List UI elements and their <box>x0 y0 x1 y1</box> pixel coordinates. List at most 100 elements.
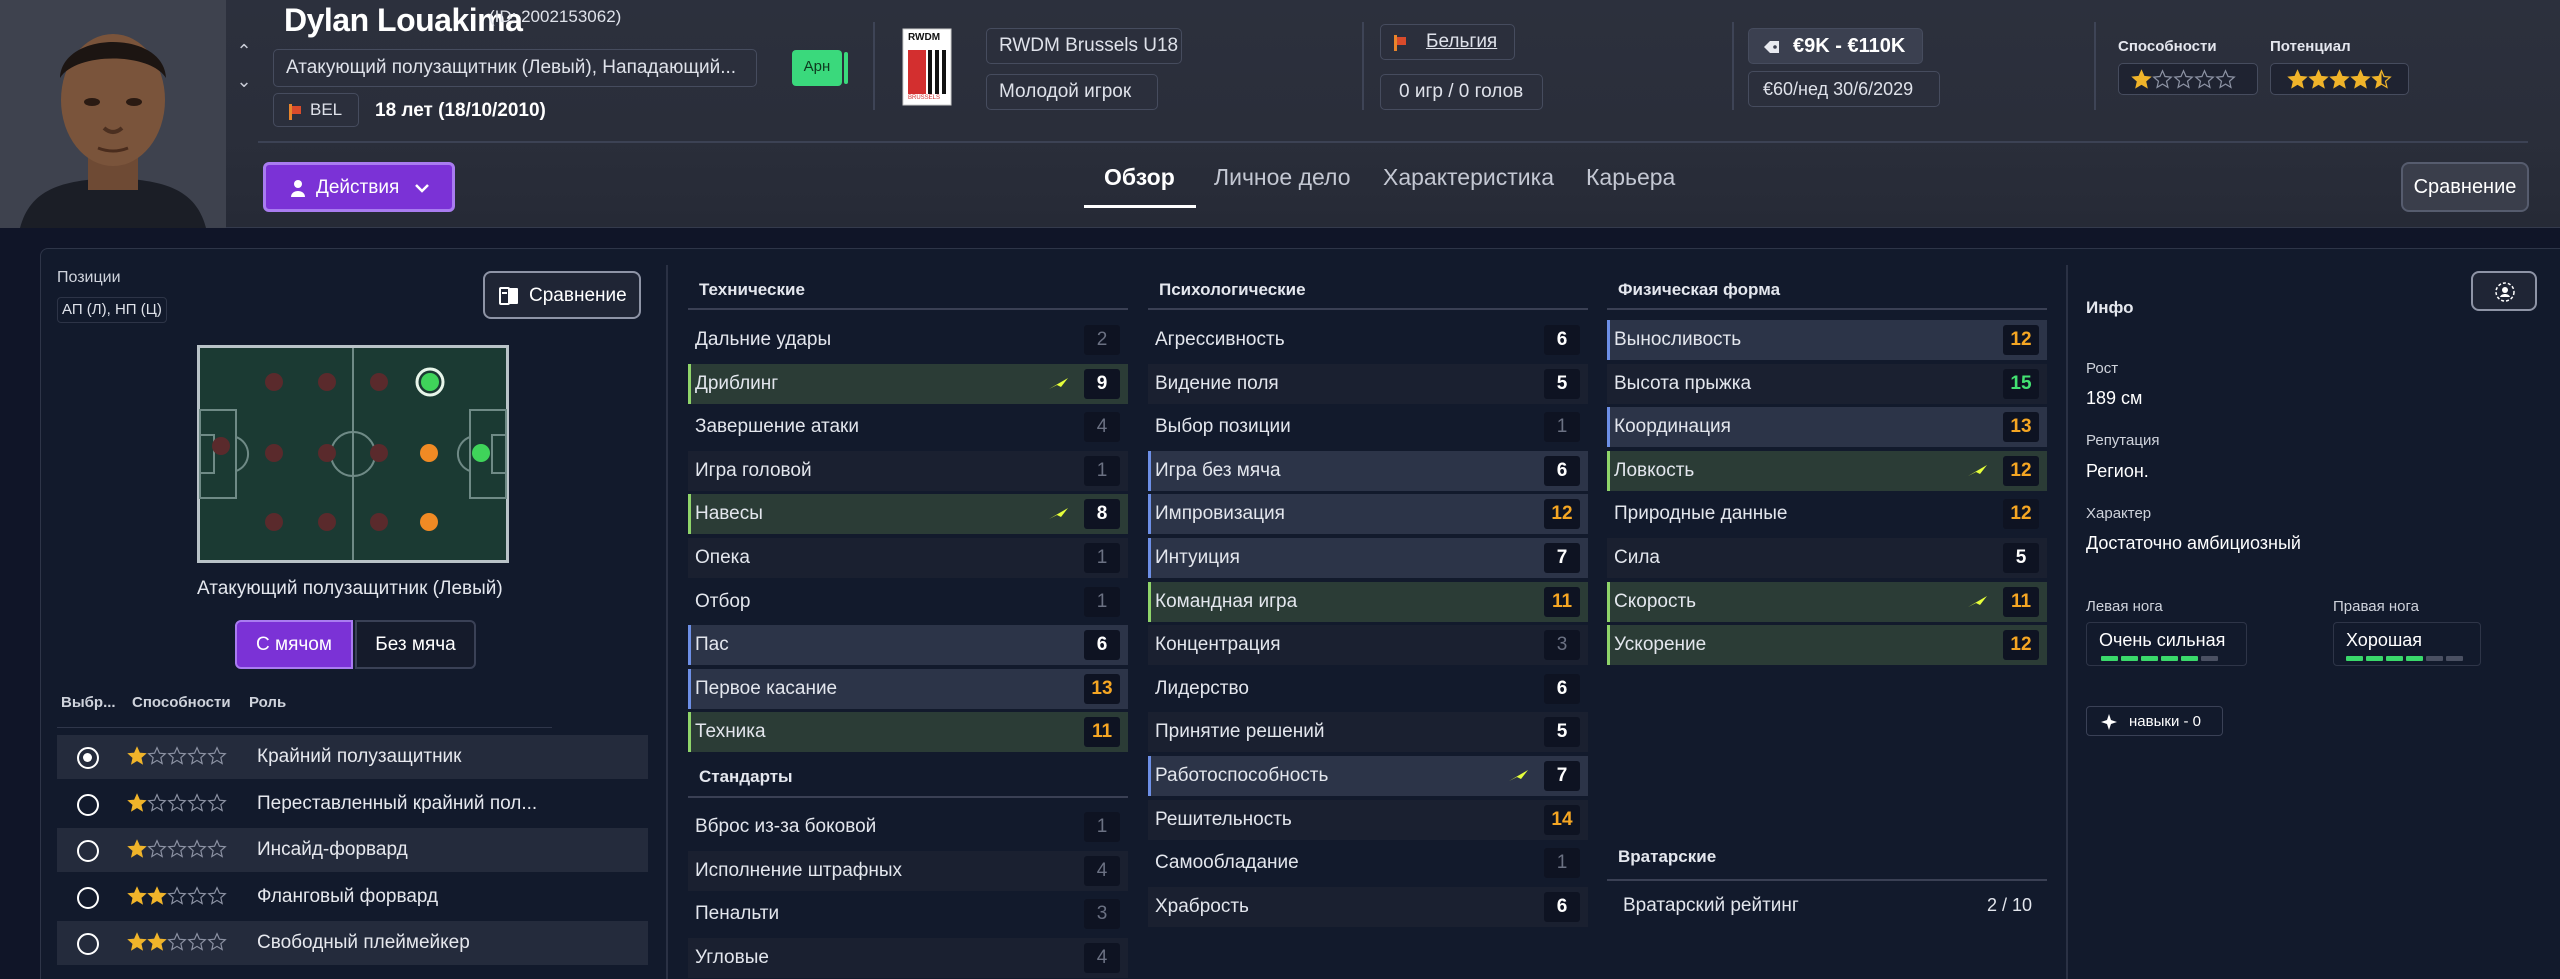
attribute-row[interactable]: Завершение атаки 4 <box>688 407 1128 447</box>
attribute-row[interactable]: Самообладание 1 <box>1148 843 1588 883</box>
tab-attributes[interactable]: Характеристика <box>1383 164 1554 190</box>
attribute-row[interactable]: Агрессивность 6 <box>1148 320 1588 360</box>
left-foot-meter <box>2101 656 2218 661</box>
potential-label: Потенциал <box>2270 38 2351 55</box>
attribute-row[interactable]: Командная игра 11 <box>1148 581 1588 622</box>
info-settings-button[interactable] <box>2471 271 2537 311</box>
foot-meter-segment <box>2346 656 2363 661</box>
role-row[interactable]: Фланговый форвард <box>57 875 648 919</box>
skills-button[interactable]: навыки - 0 <box>2086 706 2223 736</box>
nationality-badge[interactable]: BEL <box>273 93 359 127</box>
attribute-row[interactable]: Дальние удары 2 <box>688 320 1128 360</box>
compare-button[interactable]: Сравнение <box>2401 162 2529 212</box>
attribute-row[interactable]: Выбор позиции 1 <box>1148 407 1588 447</box>
attribute-name: Угловые <box>695 946 769 968</box>
attribute-row[interactable]: Пенальти 3 <box>688 894 1128 934</box>
attribute-row[interactable]: Видение поля 5 <box>1148 363 1588 404</box>
attribute-row[interactable]: Ускорение 12 <box>1607 625 2047 666</box>
attribute-value: 11 <box>1544 586 1580 617</box>
attribute-row[interactable]: Навесы 8 <box>688 494 1128 535</box>
attribute-row[interactable]: Опека 1 <box>688 538 1128 578</box>
tab-dossier[interactable]: Личное дело <box>1214 164 1351 190</box>
player-positions-field[interactable]: Атакующий полузащитник (Левый), Нападающ… <box>273 49 757 87</box>
potential-stars <box>2270 63 2409 95</box>
attribute-row[interactable]: Вброс из-за боковой 1 <box>688 807 1128 847</box>
attribute-row[interactable]: Принятие решений 5 <box>1148 712 1588 753</box>
attribute-row[interactable]: Отбор 1 <box>688 582 1128 622</box>
attribute-row[interactable]: Храбрость 6 <box>1148 886 1588 927</box>
attribute-row[interactable]: Техника 11 <box>688 712 1128 753</box>
role-row[interactable]: Свободный плеймейкер <box>57 921 648 965</box>
actions-dropdown-button[interactable]: Действия <box>263 162 455 212</box>
player-status-badge[interactable]: Арн <box>792 50 842 86</box>
attribute-value: 12 <box>1544 499 1580 530</box>
col-select[interactable]: Выбр... <box>61 694 116 711</box>
goalkeeping-title: Вратарские <box>1618 847 1717 866</box>
positions-compare-button[interactable]: Сравнение <box>483 271 641 319</box>
header-divider <box>2094 22 2096 110</box>
previous-player-chevron-up-icon[interactable]: ⌃ <box>236 41 252 61</box>
tab-career[interactable]: Карьера <box>1586 164 1676 190</box>
col-ability[interactable]: Способности <box>132 694 231 711</box>
attribute-row[interactable]: Интуиция 7 <box>1148 538 1588 578</box>
attribute-row[interactable]: Скорость 11 <box>1607 581 2047 622</box>
next-player-chevron-down-icon[interactable]: ⌄ <box>236 71 252 91</box>
role-row[interactable]: Инсайд-форвард <box>57 828 648 872</box>
role-radio[interactable] <box>77 886 99 909</box>
nation-code: BEL <box>310 100 343 119</box>
sparkle-icon <box>2101 714 2117 730</box>
attribute-row[interactable]: Решительность 14 <box>1148 799 1588 840</box>
attribute-row[interactable]: Координация 13 <box>1607 407 2047 448</box>
role-radio[interactable] <box>77 747 99 769</box>
reputation-value: Регион. <box>2086 461 2149 481</box>
radio-dot <box>83 753 92 762</box>
attribute-row[interactable]: Работоспособность 7 <box>1148 756 1588 796</box>
left-foot-box: Очень сильная <box>2086 622 2247 666</box>
role-radio[interactable] <box>77 933 99 955</box>
nation-name[interactable]: Бельгия <box>1426 31 1498 52</box>
attribute-row[interactable]: Пас 6 <box>688 625 1128 666</box>
star-icon <box>167 839 187 858</box>
role-radio[interactable] <box>77 793 99 816</box>
attribute-value: 13 <box>2003 412 2039 443</box>
attribute-row[interactable]: Угловые 4 <box>688 937 1128 978</box>
attribute-row[interactable]: Концентрация 3 <box>1148 625 1588 666</box>
attribute-row[interactable]: Первое касание 13 <box>688 668 1128 709</box>
star-icon <box>2131 69 2152 89</box>
club-link[interactable]: RWDM Brussels U18 <box>986 28 1182 64</box>
toggle-with-ball[interactable]: С мячом <box>235 620 353 669</box>
attribute-value: 1 <box>1084 586 1120 617</box>
attribute-row[interactable]: Дриблинг 9 <box>688 363 1128 404</box>
role-row[interactable]: Крайний полузащитник <box>57 735 648 779</box>
attribute-row[interactable]: Сила 5 <box>1607 538 2047 578</box>
attribute-value: 6 <box>1544 455 1580 486</box>
attribute-row[interactable]: Лидерство 6 <box>1148 669 1588 709</box>
nation-link[interactable]: Бельгия <box>1380 24 1515 60</box>
toggle-without-ball[interactable]: Без мяча <box>355 620 476 669</box>
attribute-row[interactable]: Игра без мяча 6 <box>1148 450 1588 491</box>
club-crest-text: RWDM <box>908 32 941 43</box>
ability-stars <box>2118 63 2258 95</box>
attribute-row[interactable]: Исполнение штрафных 4 <box>688 850 1128 891</box>
club-crest[interactable]: RWDM BRUSSELS <box>902 28 952 106</box>
technical-divider <box>688 308 1128 310</box>
attribute-row[interactable]: Природные данные 12 <box>1607 494 2047 534</box>
transfer-value-badge[interactable]: €9K - €110K <box>1748 28 1923 64</box>
right-foot-value: Хорошая <box>2346 630 2423 650</box>
attribute-row[interactable]: Игра головой 1 <box>688 450 1128 491</box>
attribute-row[interactable]: Выносливость 12 <box>1607 320 2047 360</box>
attribute-name: Принятие решений <box>1155 721 1325 743</box>
col-role[interactable]: Роль <box>249 694 287 711</box>
role-radio[interactable] <box>77 840 99 862</box>
attribute-name: Координация <box>1614 416 1731 438</box>
tab-overview[interactable]: Обзор <box>1104 164 1175 190</box>
attribute-value: 5 <box>1544 368 1580 399</box>
attribute-row[interactable]: Импровизация 12 <box>1148 494 1588 535</box>
attribute-row[interactable]: Высота прыжка 15 <box>1607 363 2047 404</box>
star-icon <box>127 792 147 812</box>
role-row[interactable]: Переставленный крайний пол... <box>57 782 648 826</box>
foot-meter-segment <box>2121 656 2138 661</box>
header-divider <box>873 22 875 110</box>
attribute-value: 2 <box>1084 325 1120 355</box>
attribute-row[interactable]: Ловкость 12 <box>1607 450 2047 491</box>
